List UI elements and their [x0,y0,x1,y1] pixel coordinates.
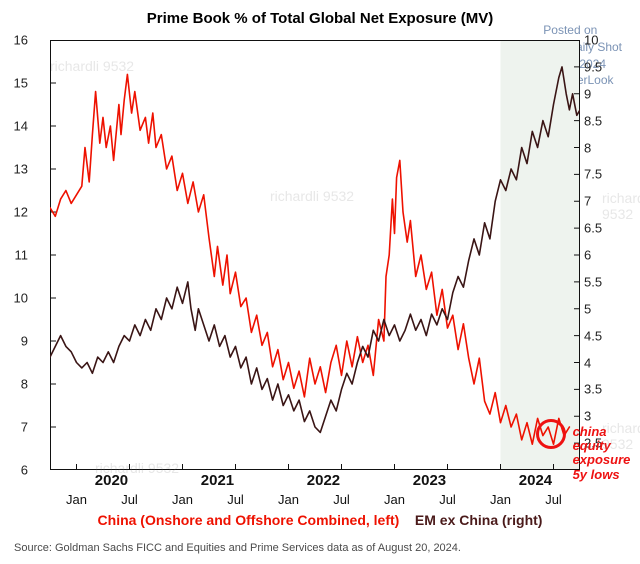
y-left-tick: 16 [8,33,28,48]
x-month-label: Jan [490,492,511,507]
x-year-label: 2020 [95,472,128,489]
y-right-tick: 10 [584,33,612,48]
legend-series-em-ex-china: EM ex China (right) [415,512,543,528]
y-right-tick: 9 [584,86,612,101]
x-month-label: Jul [227,492,244,507]
source-line: Source: Goldman Sachs FICC and Equities … [14,542,626,554]
x-month-label: Jan [278,492,299,507]
chart-svg [50,40,580,470]
annotation-line1: china equity [573,424,611,453]
legend-series-china: China (Onshore and Offshore Combined, le… [98,512,400,528]
x-month-label: Jan [172,492,193,507]
y-left-tick: 13 [8,162,28,177]
x-month-label: Jul [545,492,562,507]
y-left-tick: 9 [8,334,28,349]
y-left-tick: 8 [8,377,28,392]
x-month-label: Jul [333,492,350,507]
y-left-tick: 12 [8,205,28,220]
y-right-tick: 7.5 [584,167,612,182]
y-right-tick: 3.5 [584,382,612,397]
y-left-tick: 11 [8,248,28,263]
y-left-tick: 15 [8,76,28,91]
y-left-tick: 6 [8,463,28,478]
annotation-line2: exposure 5y lows [573,452,631,481]
y-right-tick: 6 [584,248,612,263]
annotation-text: china equity exposure 5y lows [573,425,640,482]
y-right-tick: 4.5 [584,328,612,343]
y-left-tick: 10 [8,291,28,306]
x-year-label: 2022 [307,472,340,489]
y-left-tick: 7 [8,420,28,435]
x-month-label: Jul [121,492,138,507]
x-year-label: 2023 [413,472,446,489]
y-right-tick: 8.5 [584,113,612,128]
x-month-label: Jan [384,492,405,507]
series-china [50,74,569,444]
y-right-tick: 9.5 [584,59,612,74]
y-right-tick: 6.5 [584,221,612,236]
x-month-label: Jan [66,492,87,507]
y-right-tick: 5 [584,301,612,316]
y-left-tick: 14 [8,119,28,134]
y-right-tick: 3 [584,409,612,424]
x-year-label: 2021 [201,472,234,489]
x-axis: 2020 2021 2022 2023 2024 Jan Jul Jan Jul Jan Jul Ja… [50,472,580,514]
x-year-label: 2024 [519,472,552,489]
legend: China (Onshore and Offshore Combined, le… [0,512,640,528]
y-right-tick: 7 [584,194,612,209]
y-right-tick: 5.5 [584,274,612,289]
plot-area [50,40,580,470]
x-month-label: Jul [439,492,456,507]
y-right-tick: 8 [584,140,612,155]
y-right-tick: 4 [584,355,612,370]
